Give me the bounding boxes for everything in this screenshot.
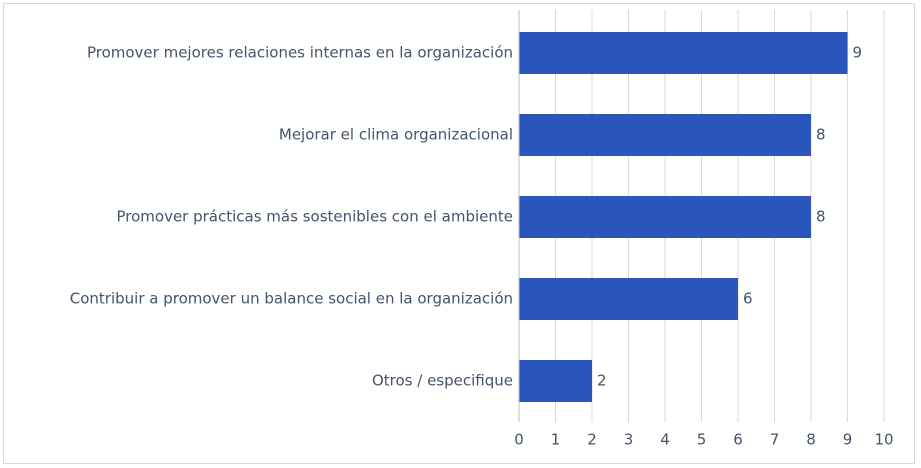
data-label: 8: [816, 208, 826, 226]
bar: [519, 196, 811, 238]
y-tick-label: Mejorar el clima organizacional: [279, 126, 513, 144]
bar: [519, 32, 848, 74]
x-tick-label: 5: [697, 431, 707, 449]
data-label: 6: [743, 290, 753, 308]
data-label: 2: [597, 372, 607, 390]
x-tick-label: 10: [874, 431, 893, 449]
x-tick-label: 8: [806, 431, 816, 449]
x-tick-label: 9: [843, 431, 853, 449]
bar: [519, 114, 811, 156]
x-tick-label: 3: [624, 431, 634, 449]
x-tick-label: 7: [770, 431, 780, 449]
x-tick-label: 0: [514, 431, 524, 449]
bar: [519, 360, 592, 402]
x-tick-label: 6: [733, 431, 743, 449]
x-tick-label: 4: [660, 431, 670, 449]
y-tick-label: Promover mejores relaciones internas en …: [87, 44, 513, 62]
x-tick-label: 1: [551, 431, 561, 449]
data-label: 8: [816, 126, 826, 144]
x-tick-label: 2: [587, 431, 597, 449]
bar: [519, 278, 738, 320]
y-tick-label: Contribuir a promover un balance social …: [70, 290, 513, 308]
y-tick-label: Otros / especifique: [372, 372, 513, 390]
data-label: 9: [853, 44, 863, 62]
y-tick-label: Promover prácticas más sostenibles con e…: [116, 208, 513, 226]
